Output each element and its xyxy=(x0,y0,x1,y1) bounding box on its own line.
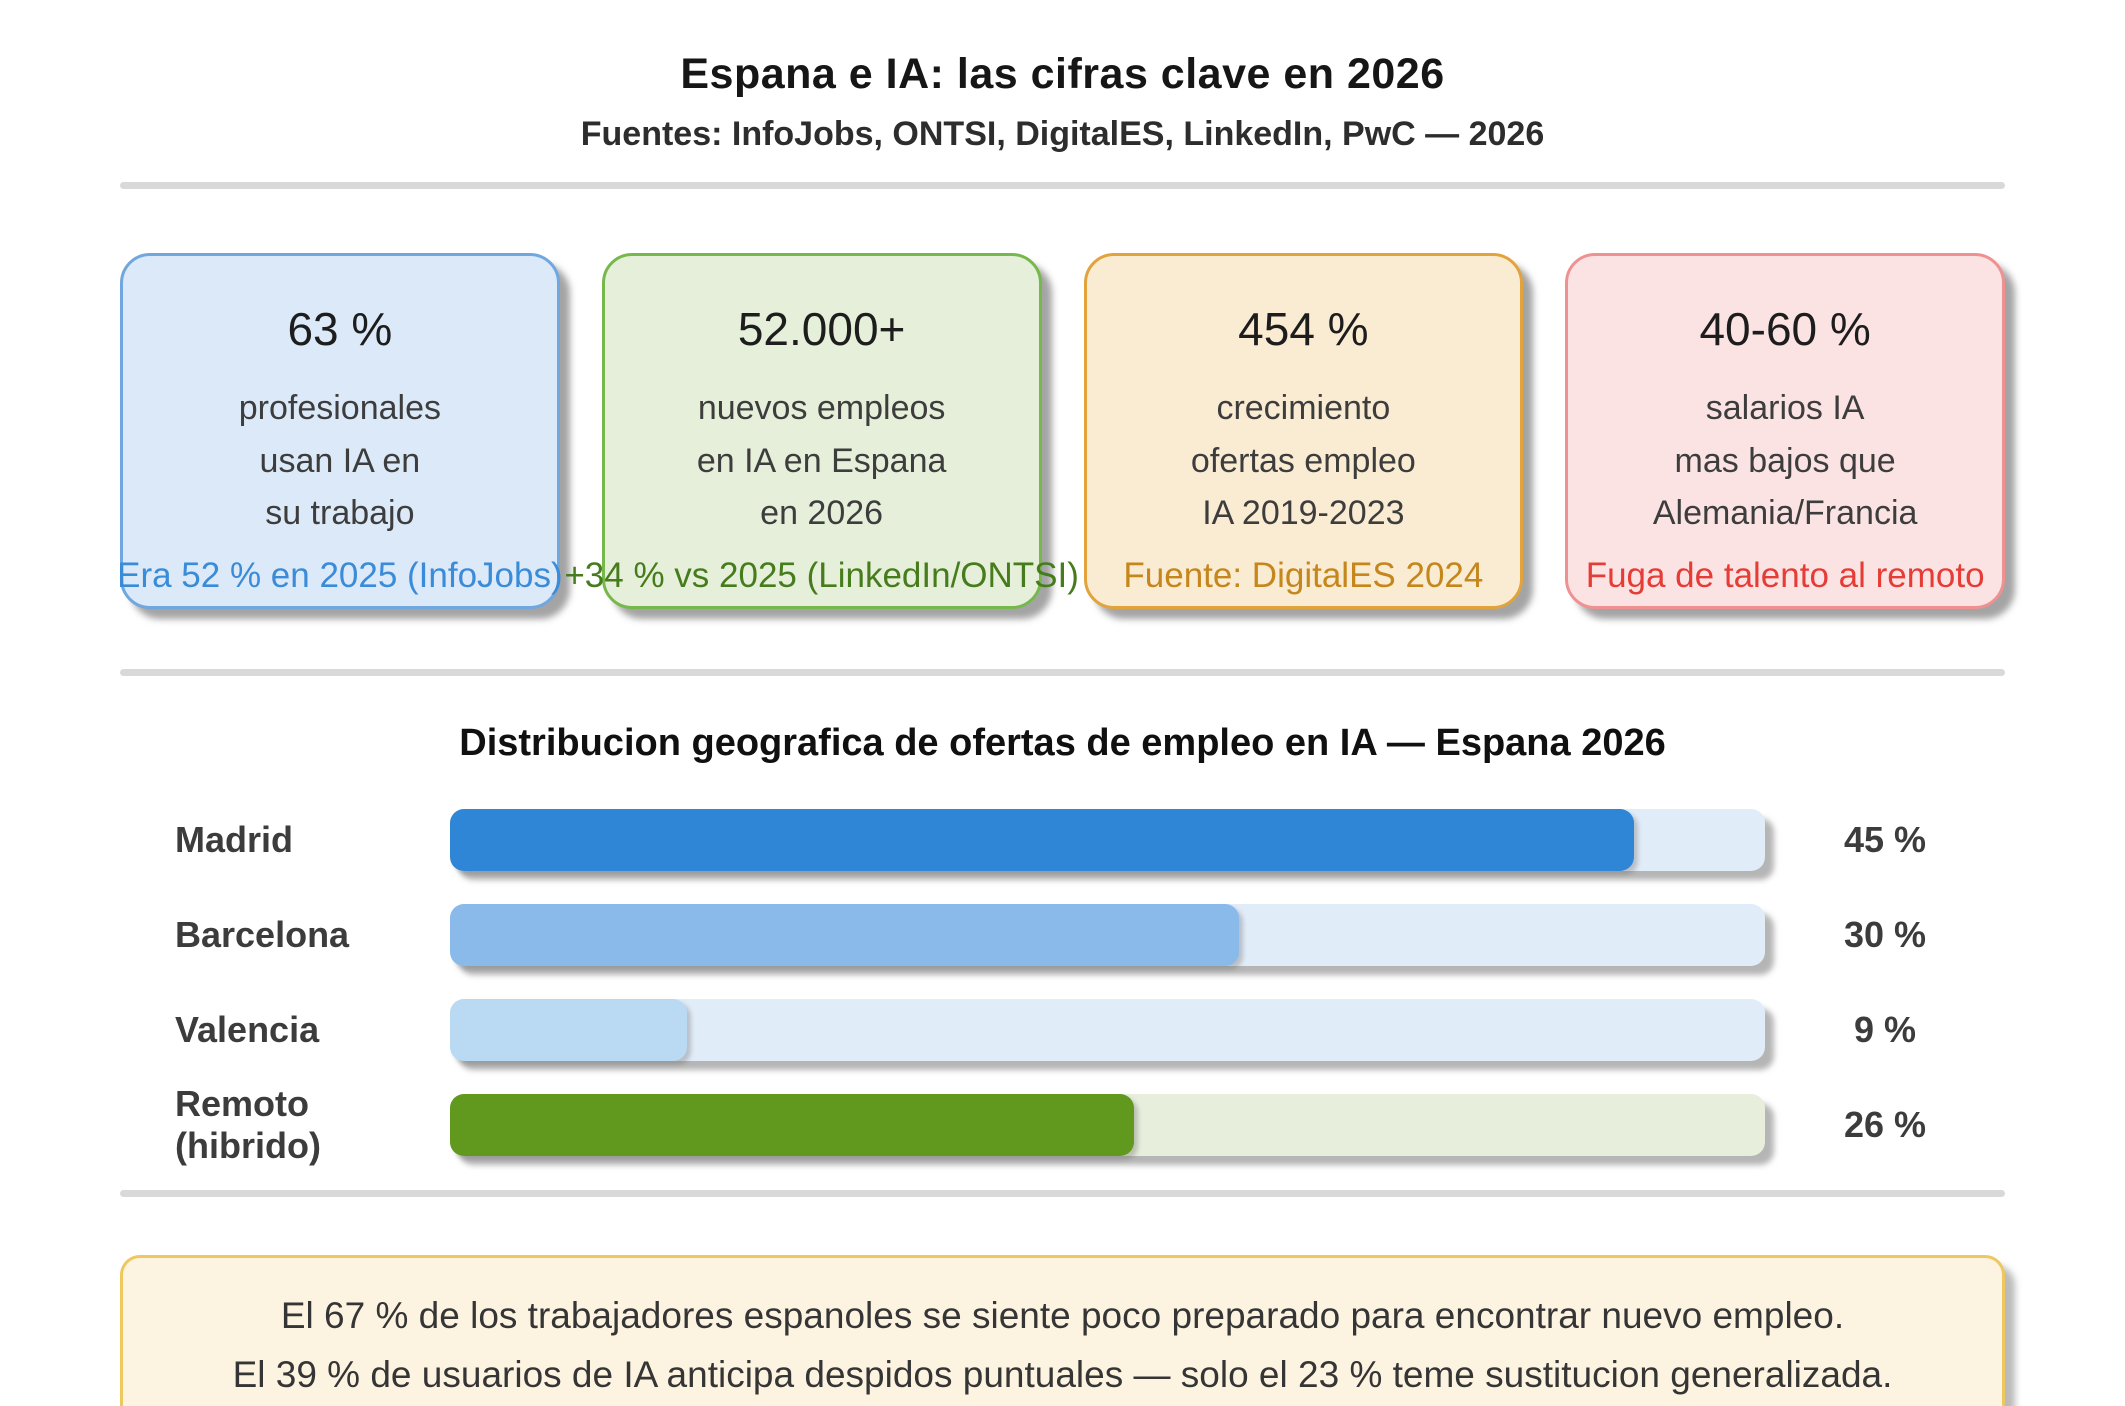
bar-row-madrid: Madrid 45 % xyxy=(120,809,2005,871)
stat-footnote: Era 52 % en 2025 (InfoJobs) xyxy=(117,556,563,595)
bar-track xyxy=(450,904,1765,966)
stat-card-offer-growth: 454 % crecimiento ofertas empleo IA 2019… xyxy=(1083,253,1524,609)
bar-label: Valencia xyxy=(175,1009,320,1050)
stat-description-line: Alemania/Francia xyxy=(1652,494,1918,533)
stat-value: 63 % xyxy=(287,303,393,355)
chart-title: Distribucion geografica de ofertas de em… xyxy=(459,722,1666,764)
bar-label: Madrid xyxy=(175,819,294,860)
stat-footnote: Fuente: DigitalES 2024 xyxy=(1123,556,1484,595)
bar-label: Barcelona xyxy=(175,914,350,955)
stat-description-line: IA 2019-2023 xyxy=(1202,494,1405,533)
bar-fill xyxy=(450,1094,1134,1156)
stat-footnote: +34 % vs 2025 (LinkedIn/ONTSI) xyxy=(564,556,1079,595)
stat-description-line: mas bajos que xyxy=(1674,441,1896,480)
bar-row-valencia: Valencia 9 % xyxy=(120,999,2005,1061)
bar-value-label: 9 % xyxy=(1853,1009,1917,1050)
bar-value-label: 30 % xyxy=(1843,914,1927,955)
bar-row-barcelona: Barcelona 30 % xyxy=(120,904,2005,966)
stat-description-line: nuevos empleos xyxy=(697,389,946,427)
footer-note-box: El 67 % de los trabajadores espanoles se… xyxy=(120,1255,2005,1406)
bar-track xyxy=(450,1094,1765,1156)
stat-cards-row: 63 % profesionales usan IA en su trabajo… xyxy=(117,253,2005,609)
bar-value-label: 45 % xyxy=(1843,819,1927,860)
bar-fill xyxy=(450,904,1239,966)
bar-row-remoto: Remoto (hibrido) 26 % xyxy=(120,1083,2005,1166)
footer-line: El 39 % de usuarios de IA anticipa despi… xyxy=(232,1354,1893,1396)
stat-value: 52.000+ xyxy=(737,303,906,355)
bar-value-label: 26 % xyxy=(1843,1104,1927,1145)
divider xyxy=(120,182,2005,189)
stat-description-line: usan IA en xyxy=(259,441,421,480)
stat-description-line: en IA en Espana xyxy=(696,441,947,480)
stat-card-salaries: 40-60 % salarios IA mas bajos que Aleman… xyxy=(1565,253,2005,609)
stat-value: 40-60 % xyxy=(1699,303,1871,355)
stat-card-new-jobs: 52.000+ nuevos empleos en IA en Espana e… xyxy=(564,253,1079,609)
stat-description-line: en 2026 xyxy=(760,494,884,533)
page-subtitle: Fuentes: InfoJobs, ONTSI, DigitalES, Lin… xyxy=(580,115,1545,153)
bar-track xyxy=(450,999,1765,1061)
stat-description-line: profesionales xyxy=(238,389,441,427)
stat-description-line: su trabajo xyxy=(265,494,415,533)
divider xyxy=(120,669,2005,676)
stat-description-line: ofertas empleo xyxy=(1190,441,1416,480)
bar-label: Remoto (hibrido) xyxy=(175,1083,321,1166)
stat-description-line: salarios IA xyxy=(1705,389,1865,427)
bar-fill xyxy=(450,999,687,1061)
bar-track xyxy=(450,809,1765,871)
footer-line: El 67 % de los trabajadores espanoles se… xyxy=(280,1295,1845,1336)
geo-distribution-chart: Madrid 45 % Barcelona 30 % Valencia 9 % xyxy=(120,809,2005,1166)
divider xyxy=(120,1190,2005,1197)
bar-fill xyxy=(450,809,1634,871)
stat-description-line: crecimiento xyxy=(1216,389,1391,427)
stat-card-adoption: 63 % profesionales usan IA en su trabajo… xyxy=(117,253,563,609)
page-title: Espana e IA: las cifras clave en 2026 xyxy=(680,50,1445,98)
stat-value: 454 % xyxy=(1238,303,1369,355)
stat-footnote: Fuga de talento al remoto xyxy=(1585,556,1985,595)
